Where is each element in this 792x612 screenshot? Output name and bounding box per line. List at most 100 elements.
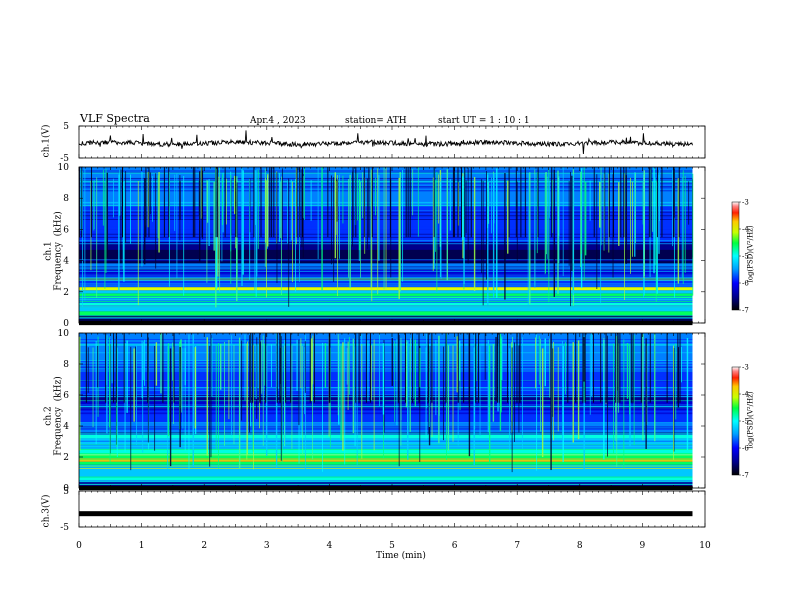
sferic-streak — [352, 338, 355, 434]
sferic-streak — [509, 348, 510, 450]
dark-streak — [302, 167, 304, 238]
sferic-streak — [198, 171, 201, 262]
sferic-streak — [642, 334, 644, 441]
spectrogram-line — [79, 396, 693, 398]
sferic-streak — [596, 174, 598, 289]
sferic-streak — [147, 171, 150, 228]
sferic-streak — [158, 172, 160, 253]
sferic-streak — [176, 173, 178, 279]
x-tick-label: 4 — [327, 541, 333, 551]
y-tick-label: -5 — [60, 523, 69, 533]
sferic-streak — [300, 338, 302, 389]
sferic-streak — [409, 338, 411, 432]
sferic-streak — [102, 169, 104, 226]
sferic-streak — [488, 345, 491, 463]
sferic-streak — [495, 336, 497, 402]
sferic-streak — [548, 169, 550, 303]
y-tick-label: 5 — [63, 122, 69, 132]
dark-streak — [397, 333, 399, 403]
colorbar-tick-label: -6 — [742, 280, 749, 288]
spectrogram-line — [79, 305, 693, 307]
sferic-streak — [603, 339, 605, 460]
sferic-streak — [589, 180, 591, 221]
x-tick-label: 2 — [201, 541, 207, 551]
sferic-streak — [262, 335, 264, 446]
sferic-streak — [675, 343, 677, 420]
x-tick-label: 0 — [76, 541, 82, 551]
spectrogram-line — [79, 400, 693, 402]
x-tick-label: 3 — [264, 541, 270, 551]
sferic-streak — [358, 180, 361, 251]
dark-streak — [650, 167, 652, 238]
sferic-streak — [538, 335, 540, 385]
sferic-streak — [93, 181, 95, 231]
sferic-streak — [255, 181, 257, 297]
sferic-streak — [218, 343, 219, 469]
sferic-streak — [414, 339, 417, 407]
dark-streak — [649, 333, 651, 403]
dark-streak — [567, 333, 569, 403]
colorbar-tick-label: -3 — [742, 364, 749, 372]
dark-streak — [551, 167, 553, 238]
dark-streak — [478, 333, 480, 403]
dark-streak — [623, 167, 625, 238]
sferic-streak — [155, 173, 157, 269]
sferic-streak — [288, 178, 290, 307]
sferic-streak — [346, 347, 348, 385]
sferic-streak — [179, 341, 180, 430]
dark-streak — [457, 167, 459, 238]
sferic-streak — [298, 339, 300, 426]
dark-streak — [363, 167, 365, 238]
sferic-streak — [371, 345, 373, 401]
sferic-streak — [536, 334, 538, 471]
sferic-streak — [246, 343, 248, 460]
dark-streak — [593, 167, 595, 238]
ch3-waveform-trace — [79, 511, 693, 517]
sferic-streak — [435, 340, 437, 416]
sferic-streak — [230, 174, 232, 284]
sferic-streak — [96, 177, 98, 298]
sferic-streak — [144, 339, 146, 386]
sferic-streak — [501, 336, 503, 381]
dark-streak — [677, 333, 679, 403]
sferic-streak — [367, 340, 369, 402]
sferic-streak — [215, 168, 218, 289]
dark-streak — [640, 333, 642, 403]
dark-streak — [630, 333, 632, 403]
spectrogram-line — [79, 300, 693, 302]
sferic-streak — [95, 340, 97, 445]
sferic-streak — [222, 172, 224, 233]
sferic-streak — [654, 333, 656, 442]
sferic-streak — [447, 345, 450, 451]
spectrogram-line — [79, 469, 693, 471]
spectrogram-band — [79, 298, 693, 303]
sferic-streak — [371, 169, 373, 302]
dark-streak — [296, 167, 298, 238]
spectrogram-line — [79, 369, 693, 371]
dark-streak — [81, 167, 83, 238]
dark-streak — [259, 333, 261, 403]
dark-streak — [412, 333, 414, 403]
sferic-streak — [254, 169, 256, 291]
date-label: Apr.4 , 2023 — [250, 116, 306, 126]
sferic-streak — [215, 167, 217, 308]
y-tick-label: 5 — [63, 487, 69, 497]
sferic-streak — [295, 178, 296, 292]
spectrogram-line — [79, 311, 693, 313]
dark-streak — [508, 167, 510, 238]
sferic-streak — [492, 344, 495, 422]
spectrogram-line — [79, 468, 693, 469]
sferic-streak — [649, 169, 651, 277]
sferic-streak — [209, 345, 211, 467]
sferic-streak — [182, 348, 184, 429]
spectrogram-line — [79, 344, 693, 346]
dark-streak — [612, 167, 614, 238]
sferic-streak — [141, 340, 143, 399]
dark-streak — [147, 333, 149, 403]
sferic-streak — [337, 175, 339, 297]
sferic-streak — [150, 172, 152, 215]
sferic-streak — [473, 347, 475, 466]
sferic-streak — [402, 170, 404, 282]
dark-streak — [113, 333, 115, 403]
dark-streak — [648, 167, 650, 238]
